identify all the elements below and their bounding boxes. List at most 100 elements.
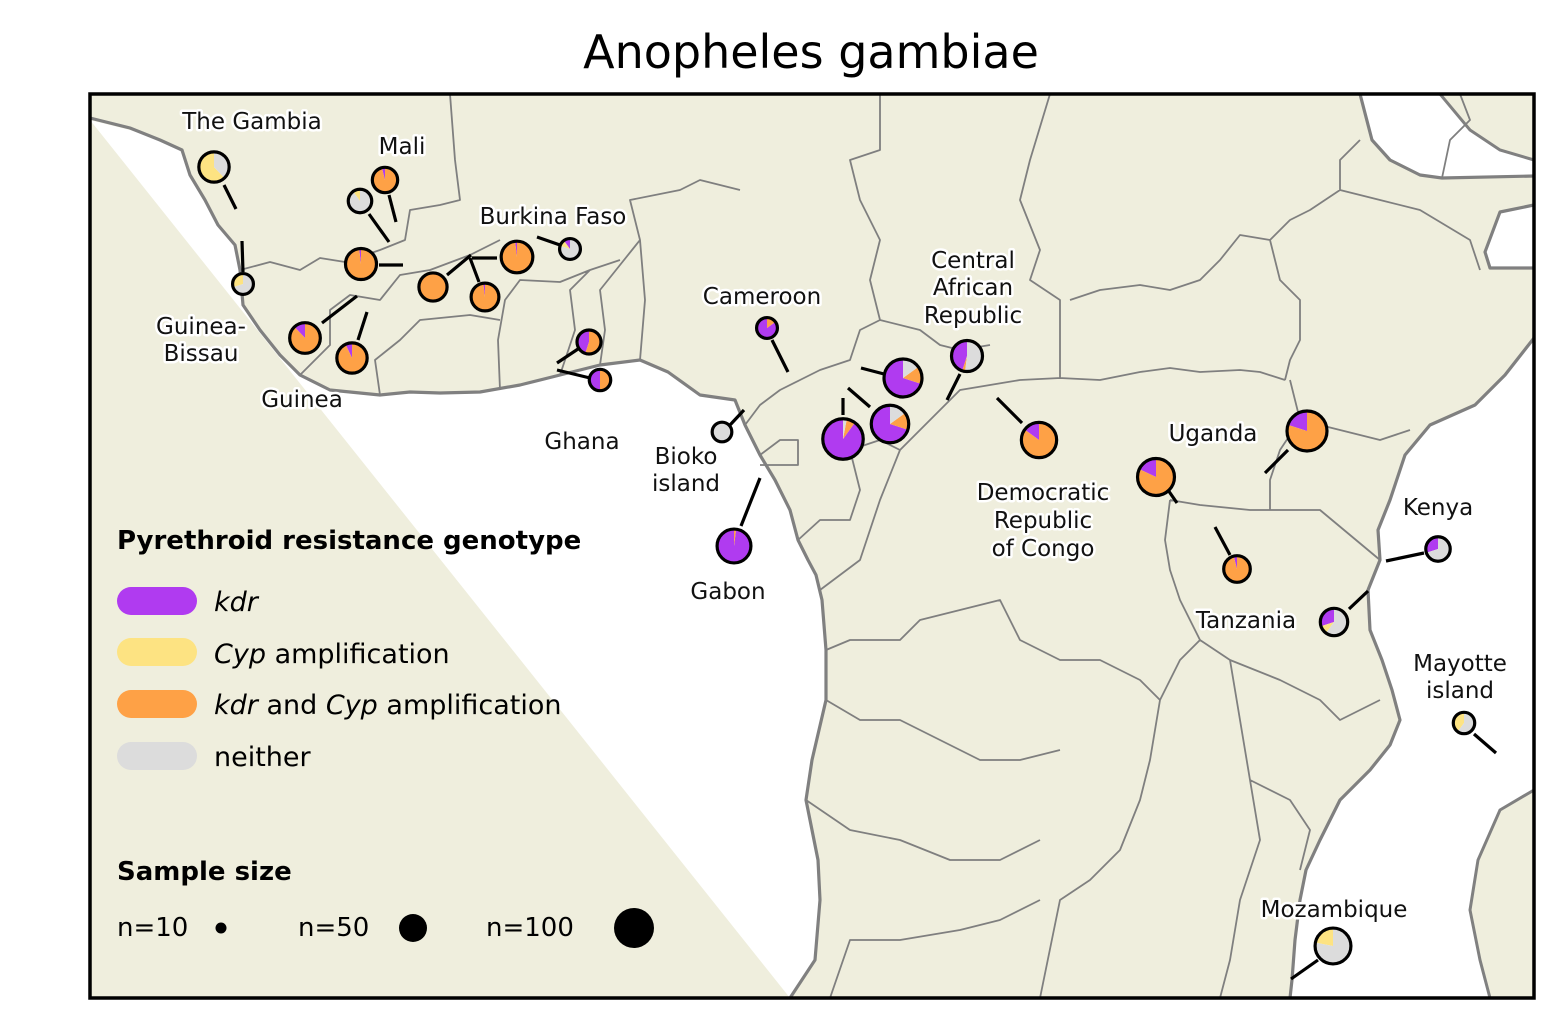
leader-line	[367, 213, 391, 243]
coastline-east	[1288, 94, 1534, 998]
sample-pie-cm-1	[754, 315, 790, 373]
label-guinea-bissau: Guinea-Bissau	[156, 314, 246, 367]
legend-size-label-100: n=100	[486, 913, 574, 943]
legend-swatch-kdr-cyp	[117, 690, 197, 718]
leader-line	[728, 408, 746, 427]
leader-line	[321, 294, 358, 325]
legend-swatch-neither	[117, 742, 197, 770]
label-bioko: Bioko island	[652, 444, 720, 497]
pie-wedge-neither	[348, 189, 372, 213]
leader-line	[1213, 526, 1232, 556]
label-mozambique: Mozambique	[1261, 897, 1408, 923]
sample-pie-tz-2	[1318, 589, 1370, 638]
sample-pie-mz	[1290, 926, 1353, 981]
sample-pie-yt	[1451, 710, 1498, 755]
sample-pie-gn-1	[288, 294, 358, 355]
legend-label-kdr-cyp: kdr and Cyp amplification	[214, 690, 562, 721]
map-frame	[88, 92, 1536, 1000]
pie-wedge-kdr-cyp	[903, 366, 922, 384]
pie-wedge-neither	[965, 340, 983, 372]
pie-wedge-kdr	[884, 359, 922, 397]
pie-outline	[587, 367, 613, 393]
pie-outline	[335, 341, 369, 375]
pie-wedge-neither	[1325, 608, 1348, 636]
pie-outline	[1285, 409, 1329, 453]
leader-line	[1347, 589, 1370, 611]
pie-outline	[754, 315, 780, 341]
label-burkina-faso: Burkina Faso	[480, 204, 627, 230]
legend-genotype: Pyrethroid resistance genotype kdr Cyp a…	[117, 526, 581, 773]
label-gabon: Gabon	[690, 579, 765, 605]
pie-wedge-neither	[843, 418, 847, 439]
sample-pie-gh-1	[556, 328, 603, 365]
pie-wedge-kdr-cyp	[843, 419, 855, 439]
pie-wedge-kdr	[1139, 458, 1156, 477]
pie-wedge-neither	[1315, 928, 1351, 964]
pie-wedge-kdr-cyp	[471, 283, 499, 311]
pie-wedge-kdr	[871, 405, 908, 443]
legend-size-dot-10	[215, 922, 227, 934]
pie-wedge-neither	[712, 422, 732, 442]
sample-pie-gn-2	[335, 311, 369, 375]
pie-outline	[869, 403, 911, 445]
legend-swatch-kdr	[117, 587, 197, 615]
pie-wedge-kdr-cyp	[1223, 555, 1251, 583]
madagascar	[1468, 788, 1534, 998]
sample-pie-ug-1	[1135, 456, 1179, 504]
leader-line	[860, 366, 885, 376]
pie-wedge-kdr	[345, 342, 352, 358]
leader-line	[1263, 448, 1290, 475]
pie-wedge-kdr	[1233, 555, 1237, 569]
sample-pie-gh-2	[556, 367, 613, 393]
pie-wedge-kdr-cyp	[501, 241, 533, 273]
pie-outline	[575, 328, 603, 356]
pie-wedge-kdr	[483, 283, 485, 297]
map-area	[90, 94, 1534, 998]
pie-wedge-neither	[233, 273, 254, 295]
pie-outline	[557, 236, 583, 262]
legend-size-label-10: n=10	[117, 913, 188, 943]
legend-label-neither: neither	[214, 742, 312, 773]
pie-outline	[1424, 535, 1452, 563]
leader-line	[556, 368, 591, 380]
pie-wedge-cyp	[232, 273, 243, 288]
africa-mainland	[90, 94, 1534, 998]
leader-line	[556, 347, 579, 365]
sample-pie-ml-1	[346, 187, 391, 243]
sample-pie-ga	[715, 477, 762, 565]
legend-size-dot-100	[614, 908, 654, 948]
legend-size-label-50: n=50	[298, 913, 369, 943]
pie-wedge-kdr-cyp	[890, 412, 909, 430]
label-ghana: Ghana	[544, 429, 619, 455]
map-title: Anopheles gambiae	[583, 25, 1039, 79]
pie-outline	[1451, 710, 1477, 736]
land-patch-west	[90, 94, 180, 140]
leader-line	[445, 253, 473, 277]
sample-pie-bf-3	[472, 239, 535, 275]
legend-swatch-cyp	[117, 638, 197, 666]
sample-pies	[197, 150, 1498, 981]
sample-pie-gm	[197, 150, 238, 210]
pie-outline	[346, 187, 374, 215]
sample-pie-cd	[995, 396, 1059, 460]
pie-wedge-kdr	[1425, 536, 1438, 553]
label-the-gambia: The Gambia	[181, 109, 322, 135]
label-drc: Democratic Republic of Congo	[977, 480, 1110, 562]
pie-wedge-cyp	[1315, 928, 1333, 946]
pie-wedge-kdr	[1320, 608, 1334, 627]
label-guinea: Guinea	[261, 387, 343, 413]
label-mayotte: Mayotte island	[1413, 651, 1507, 704]
leader-line	[1290, 958, 1319, 981]
pie-wedge-kdr	[359, 248, 361, 264]
pie-wedge-kdr-cyp	[336, 342, 368, 374]
label-kenya: Kenya	[1403, 495, 1473, 521]
leader-line	[222, 184, 238, 210]
pie-wedge-kdr-cyp	[1137, 458, 1175, 496]
leader-line	[945, 373, 962, 401]
country-labels: The Gambia Mali Burkina Faso Guinea-Biss…	[154, 107, 1510, 926]
pie-outline	[288, 321, 322, 355]
pie-wedge-kdr	[1287, 411, 1307, 431]
sample-pie-gw	[230, 240, 256, 297]
sample-pie-bf-2	[468, 257, 501, 313]
